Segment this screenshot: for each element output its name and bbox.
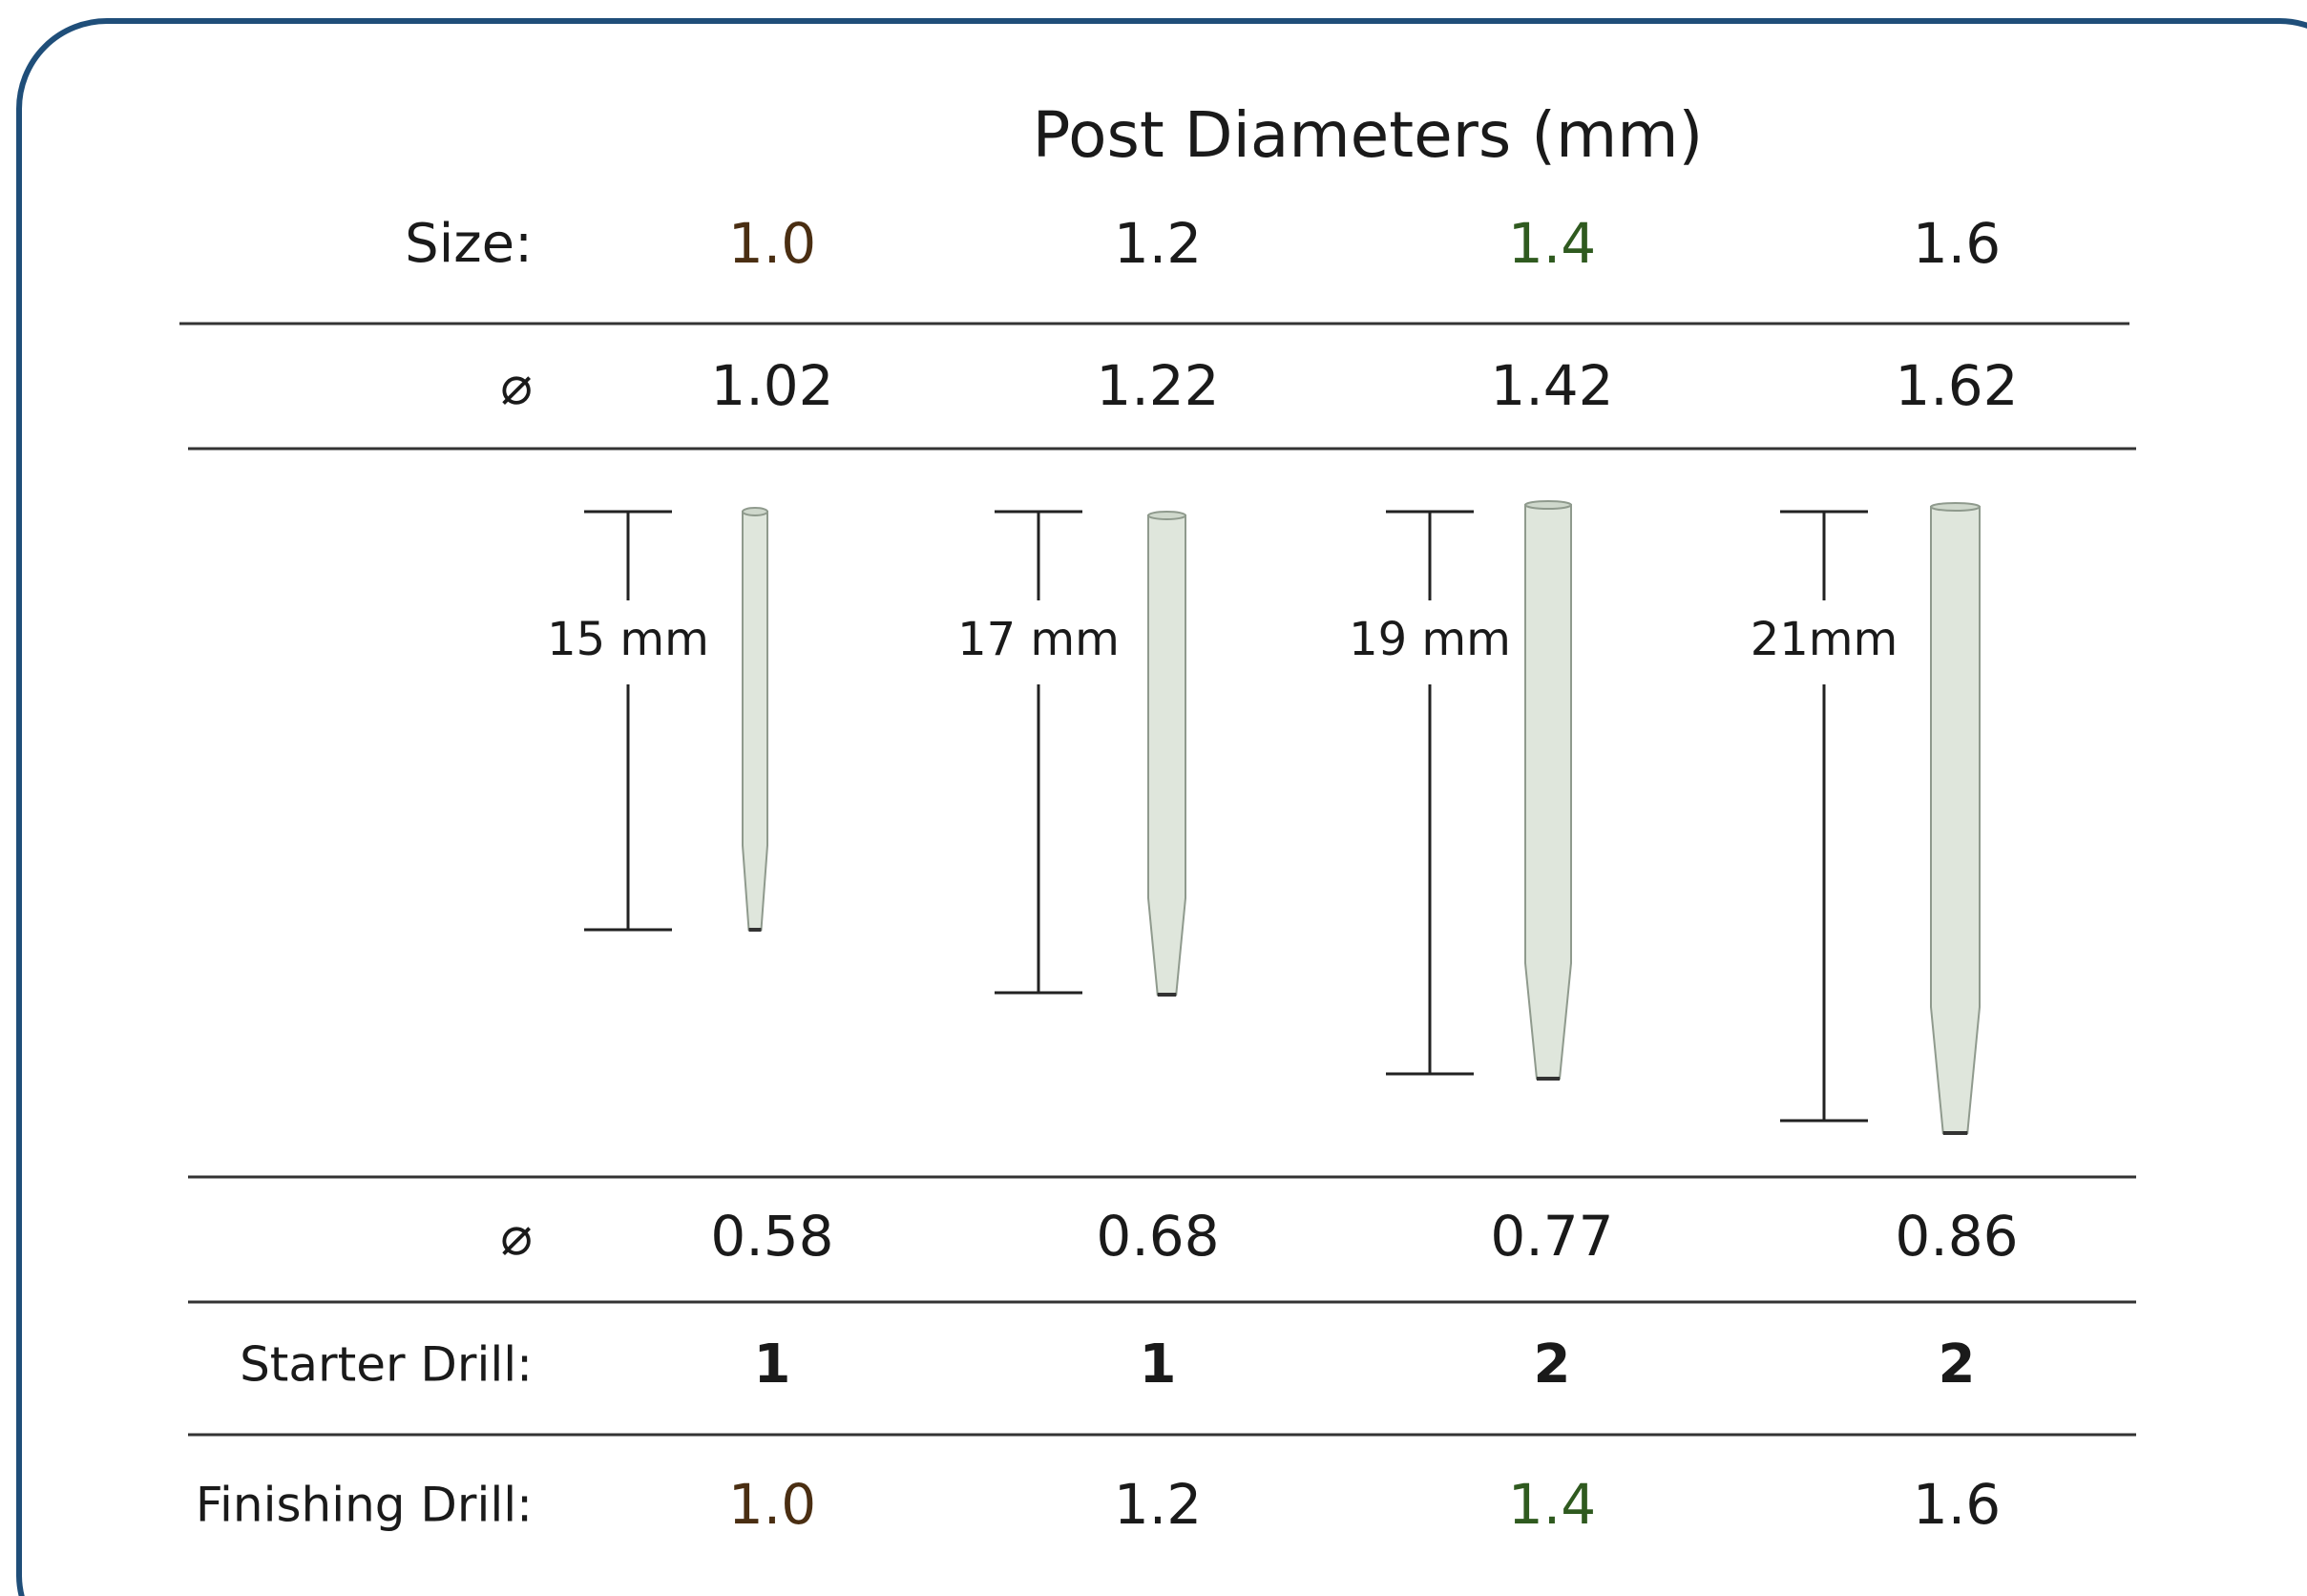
cell-value: 1.62 (1895, 353, 2018, 418)
post-top (1147, 511, 1186, 520)
cell-value: 1.6 (1913, 1472, 2001, 1537)
post-top (742, 507, 768, 516)
row-label: Starter Drill: (240, 1337, 533, 1393)
cell-value: 0.58 (710, 1204, 833, 1269)
title: Post Diameters (mm) (1033, 98, 1704, 172)
cell-value: 1 (754, 1334, 791, 1396)
cell-value: 1.2 (1114, 211, 1202, 276)
cell-value: 1.0 (728, 211, 816, 276)
post (1930, 506, 1981, 1134)
cell-value: 1.2 (1114, 1472, 1202, 1537)
length-label: 17 mm (957, 613, 1120, 666)
row-label: Size: (405, 213, 533, 275)
cell-value: 1.4 (1508, 1472, 1596, 1537)
length-label: 19 mm (1349, 613, 1511, 666)
cell-value: 1.42 (1490, 353, 1613, 418)
length-label: 15 mm (547, 613, 709, 666)
cell-value: 2 (1939, 1334, 1976, 1396)
post (1524, 504, 1572, 1080)
row-label: ⌀ (500, 355, 533, 417)
cell-value: 1.4 (1508, 211, 1596, 276)
row-label: ⌀ (500, 1206, 533, 1268)
cell-value: 2 (1534, 1334, 1571, 1396)
cell-value: 1 (1140, 1334, 1177, 1396)
post-top (1930, 502, 1981, 512)
cell-value: 0.68 (1096, 1204, 1219, 1269)
cell-value: 0.77 (1490, 1204, 1613, 1269)
cell-value: 0.86 (1895, 1204, 2018, 1269)
cell-value: 1.02 (710, 353, 833, 418)
row-label: Finishing Drill: (196, 1478, 533, 1533)
cell-value: 1.22 (1096, 353, 1219, 418)
cell-value: 1.0 (728, 1472, 816, 1537)
post (1147, 514, 1186, 996)
post-top (1524, 500, 1572, 510)
cell-value: 1.6 (1913, 211, 2001, 276)
post (742, 511, 768, 931)
length-label: 21mm (1751, 613, 1898, 666)
